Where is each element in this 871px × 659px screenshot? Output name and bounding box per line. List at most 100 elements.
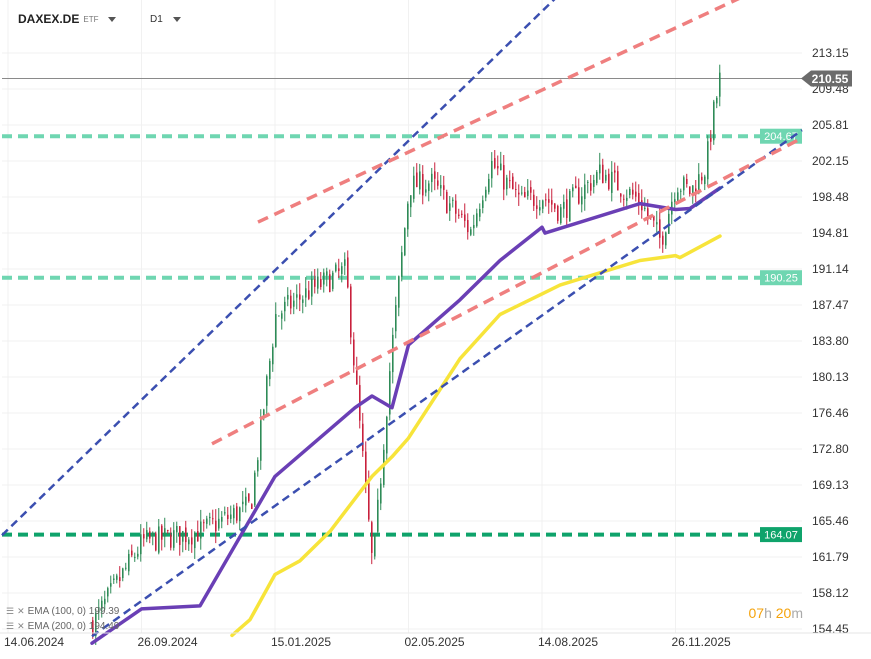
trendline-red-lower[interactable]: [211, 136, 803, 446]
candle-body: [353, 339, 355, 366]
candle-body: [407, 203, 409, 230]
candle-body: [230, 514, 232, 519]
candle-body: [605, 174, 607, 181]
candle-body: [227, 514, 229, 519]
candle-body: [263, 409, 265, 418]
candle-body: [320, 278, 322, 288]
candle-body: [581, 196, 583, 205]
y-tick-label: 154.45: [812, 622, 849, 636]
candle-body: [92, 620, 94, 637]
candle-body: [413, 175, 415, 199]
countdown-minutes-unit: m: [791, 605, 803, 621]
y-tick-label: 172.80: [812, 442, 849, 456]
candle-body: [194, 532, 196, 549]
legend-ema100[interactable]: ☰ ✕ EMA (100, 0) 199.39: [6, 606, 119, 617]
trendlines[interactable]: [1, 0, 803, 638]
candle-body: [707, 141, 709, 180]
candle-body: [278, 315, 280, 317]
candle-body: [188, 539, 190, 545]
y-tick-label: 213.15: [812, 46, 849, 60]
candle-body: [611, 171, 613, 193]
candle-body: [221, 516, 223, 522]
symbol-selector[interactable]: DAXEX.DE ETF: [18, 10, 117, 28]
y-tick-label: 169.13: [812, 478, 849, 492]
candle-body: [173, 530, 175, 548]
countdown-minutes: 20: [775, 605, 792, 621]
candle-body: [593, 180, 595, 187]
ema100-line: [90, 186, 722, 645]
close-icon[interactable]: ✕: [17, 606, 25, 616]
candle-body: [200, 521, 202, 539]
symbol-name: DAXEX.DE: [18, 12, 80, 26]
y-tick-label: 176.46: [812, 406, 849, 420]
candle-body: [575, 185, 577, 189]
candle-body: [554, 203, 556, 209]
candle-body: [98, 607, 100, 613]
y-tick-label: 183.80: [812, 334, 849, 348]
trendline-blue-upper[interactable]: [1, 0, 620, 537]
candle-body: [248, 493, 250, 502]
candle-body: [293, 300, 295, 307]
candle-body: [377, 499, 379, 532]
legend-label: EMA (200, 0) 194.49: [27, 621, 120, 632]
timeframe-selector[interactable]: D1: [150, 10, 181, 28]
candle-body: [620, 193, 622, 197]
candle-body: [602, 164, 604, 184]
menu-icon[interactable]: ☰: [6, 606, 15, 616]
candle-body: [302, 299, 304, 303]
candle-body: [395, 305, 397, 332]
candle-body: [467, 220, 469, 233]
candle-body: [401, 252, 403, 277]
candle-body: [584, 184, 586, 199]
candle-body: [590, 183, 592, 191]
candle-body: [305, 288, 307, 298]
candle-body: [566, 199, 568, 218]
trendline-blue-lower[interactable]: [91, 129, 803, 638]
candle-body: [269, 360, 271, 380]
candle-body: [131, 550, 133, 556]
candle-body: [692, 185, 694, 193]
candle-body: [446, 192, 448, 214]
candle-body: [419, 171, 421, 190]
candle-body: [404, 228, 406, 256]
candle-body: [218, 518, 220, 529]
candle-body: [143, 534, 145, 539]
candle-body: [632, 189, 634, 195]
candle-body: [101, 600, 103, 610]
x-tick-label: 26.11.2025: [672, 635, 731, 649]
y-tick-label: 165.46: [812, 514, 849, 528]
close-icon[interactable]: ✕: [17, 621, 25, 631]
candle-body: [299, 294, 301, 300]
candle-body: [479, 208, 481, 217]
menu-icon[interactable]: ☰: [6, 621, 15, 631]
candle-body: [110, 583, 112, 587]
candle-body: [389, 371, 391, 415]
candle-body: [272, 346, 274, 365]
candle-body: [257, 460, 259, 472]
candle-body: [683, 177, 685, 191]
candle-body: [617, 171, 619, 191]
candle-body: [653, 215, 655, 221]
candle-body: [215, 520, 217, 532]
candle-body: [398, 276, 400, 308]
candle-body: [164, 528, 166, 537]
candle-body: [476, 213, 478, 227]
candle-body: [497, 165, 499, 169]
candle-body: [347, 257, 349, 288]
candle-body: [380, 483, 382, 504]
candle-body: [242, 501, 244, 505]
candle-body: [536, 205, 538, 209]
candle-body: [161, 525, 163, 540]
chevron-down-icon[interactable]: [108, 16, 117, 22]
candle-body: [149, 531, 151, 539]
candle-body: [686, 178, 688, 185]
chevron-down-icon[interactable]: [172, 16, 181, 22]
candle-body: [458, 214, 460, 216]
candle-body: [524, 192, 526, 198]
candle-body: [236, 506, 238, 521]
candle-body: [530, 187, 532, 193]
legend-ema200[interactable]: ☰ ✕ EMA (200, 0) 194.49: [6, 621, 119, 632]
candle-body: [503, 165, 505, 190]
trendline-red-upper[interactable]: [257, 0, 752, 224]
